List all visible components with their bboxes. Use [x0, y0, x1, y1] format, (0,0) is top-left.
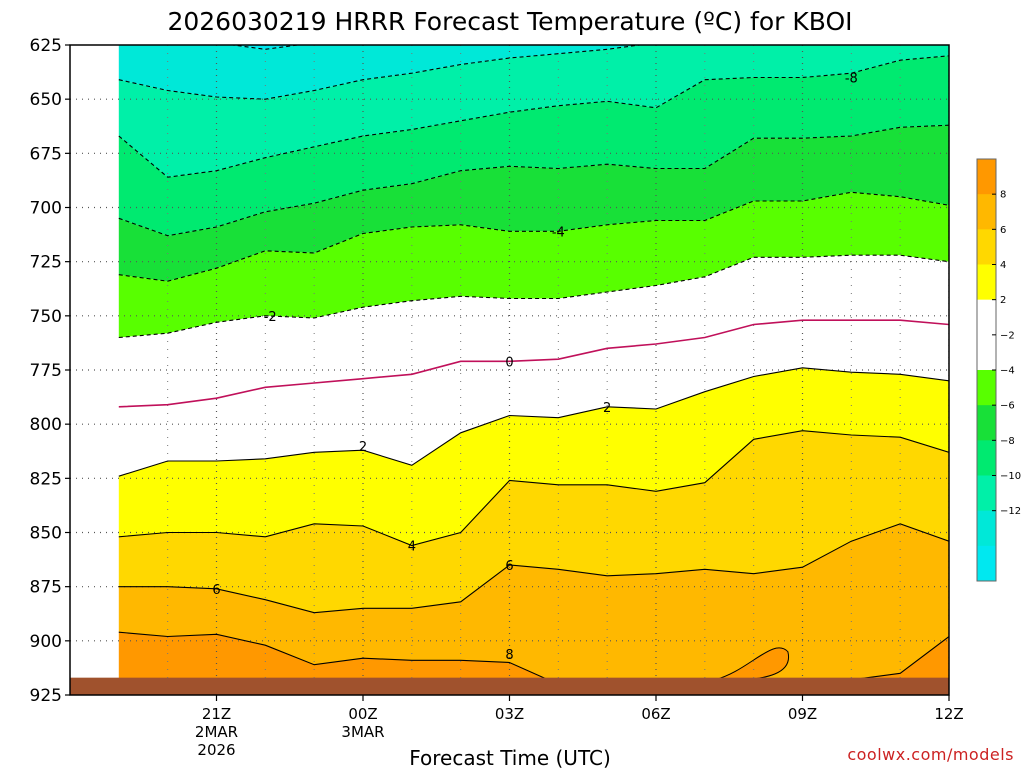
temperature-band--2_0: [118, 255, 949, 407]
x-tick-label: 03Z: [495, 705, 524, 723]
contour-labels: -8 -4 -2 0 2 2 4 6 6 8: [212, 72, 857, 663]
x-tick-label: 09Z: [788, 705, 817, 723]
isotherm-0: [118, 319, 949, 408]
colorbar-label: −4: [1000, 366, 1015, 377]
colorbar-label: −6: [1000, 401, 1015, 412]
isotherm--10: [118, 45, 644, 100]
y-tick-label: 750: [30, 307, 62, 327]
y-tick-label: 825: [30, 469, 62, 489]
temperature-band-lt_-12: [233, 45, 298, 50]
y-tick-label: 925: [30, 686, 62, 706]
temperature-band-6_8: [118, 523, 949, 687]
colorbar-label: −2: [1000, 330, 1015, 341]
temperature-band--6_-4: [118, 125, 949, 282]
isotherm--6: [118, 124, 949, 237]
y-tick-label: 650: [30, 90, 62, 110]
y-tick-label: 725: [30, 253, 62, 273]
y-tick-label: 875: [30, 578, 62, 598]
isotherm-6: [118, 523, 949, 614]
contour-label: 2: [603, 401, 611, 416]
y-tick-label: 775: [30, 361, 62, 381]
temperature-band--12_-10: [118, 45, 640, 100]
colorbar-swatch: [977, 194, 996, 230]
x-tick-label: 21Z: [202, 705, 231, 723]
isotherm--8: [118, 55, 949, 178]
contour-label: -2: [264, 310, 277, 325]
temperature-band--4_-2: [118, 192, 949, 338]
colorbar-swatch: [977, 475, 996, 512]
colorbar-label: −8: [1000, 436, 1015, 447]
ground-surface: [70, 677, 949, 695]
colorbar-label: −10: [1000, 471, 1021, 482]
y-axis: 625 650 675 700 725 750 775 800 825 850 875 900 925: [30, 36, 70, 706]
isotherm--2: [118, 254, 949, 339]
contour-label: 4: [408, 540, 416, 555]
colorbar-label: 4: [1000, 260, 1006, 271]
isotherm--4: [118, 191, 949, 282]
colorbar-swatch: [977, 370, 996, 406]
colorbar-label: 6: [1000, 225, 1006, 236]
colorbar-swatch: [977, 440, 996, 476]
contour-label: 6: [212, 583, 220, 598]
colorbar-label: 8: [1000, 190, 1006, 201]
y-tick-label: 900: [30, 632, 62, 652]
temperature-band-4_6: [118, 430, 949, 613]
y-tick-label: 850: [30, 524, 62, 544]
x-axis-title: Forecast Time (UTC): [409, 746, 611, 768]
x-tick-year: 2026: [197, 741, 235, 759]
chart-title: 2026030219 HRRR Forecast Temperature (ºC…: [167, 7, 852, 36]
gridlines: [70, 45, 949, 695]
contour-label: 0: [505, 355, 513, 370]
contour-label: 2: [359, 440, 367, 455]
colorbar-label: 2: [1000, 295, 1006, 306]
temperature-band--8_-6: [118, 55, 949, 236]
ground-layer: [70, 677, 949, 695]
temperature-band-2_4: [118, 367, 949, 546]
colorbar-swatch: [977, 159, 996, 195]
contour-label: 8: [505, 648, 513, 663]
x-tick-label: 12Z: [934, 705, 963, 723]
x-tick-label: 00Z: [348, 705, 377, 723]
isotherm-2: [118, 367, 949, 477]
y-tick-label: 700: [30, 199, 62, 219]
colorbar-label: −12: [1000, 506, 1021, 517]
colorbar-swatch: [977, 405, 996, 441]
x-tick-label: 06Z: [641, 705, 670, 723]
x-tick-date: 3MAR: [341, 723, 384, 741]
x-tick-date: 2MAR: [195, 723, 238, 741]
colorbar-swatch: [977, 510, 996, 547]
colorbar-swatch: [977, 334, 996, 371]
contour-label: -8: [845, 72, 858, 87]
colorbar-swatch: [977, 264, 996, 301]
y-tick-label: 800: [30, 415, 62, 435]
contour-label: 6: [505, 559, 513, 574]
y-tick-label: 625: [30, 36, 62, 56]
contour-label: -4: [552, 225, 565, 240]
colorbar-swatch: [977, 545, 996, 582]
colorbar-swatch: [977, 229, 996, 265]
colorbar-swatch: [977, 299, 996, 336]
colorbar-legend: 8 6 4 2 −2 −4 −6 −8 −10 −12: [976, 158, 1021, 582]
credit-text[interactable]: coolwx.com/models: [847, 745, 1014, 764]
isotherm-4: [118, 430, 949, 547]
temperature-band-0_2: [118, 320, 949, 477]
y-tick-label: 675: [30, 144, 62, 164]
